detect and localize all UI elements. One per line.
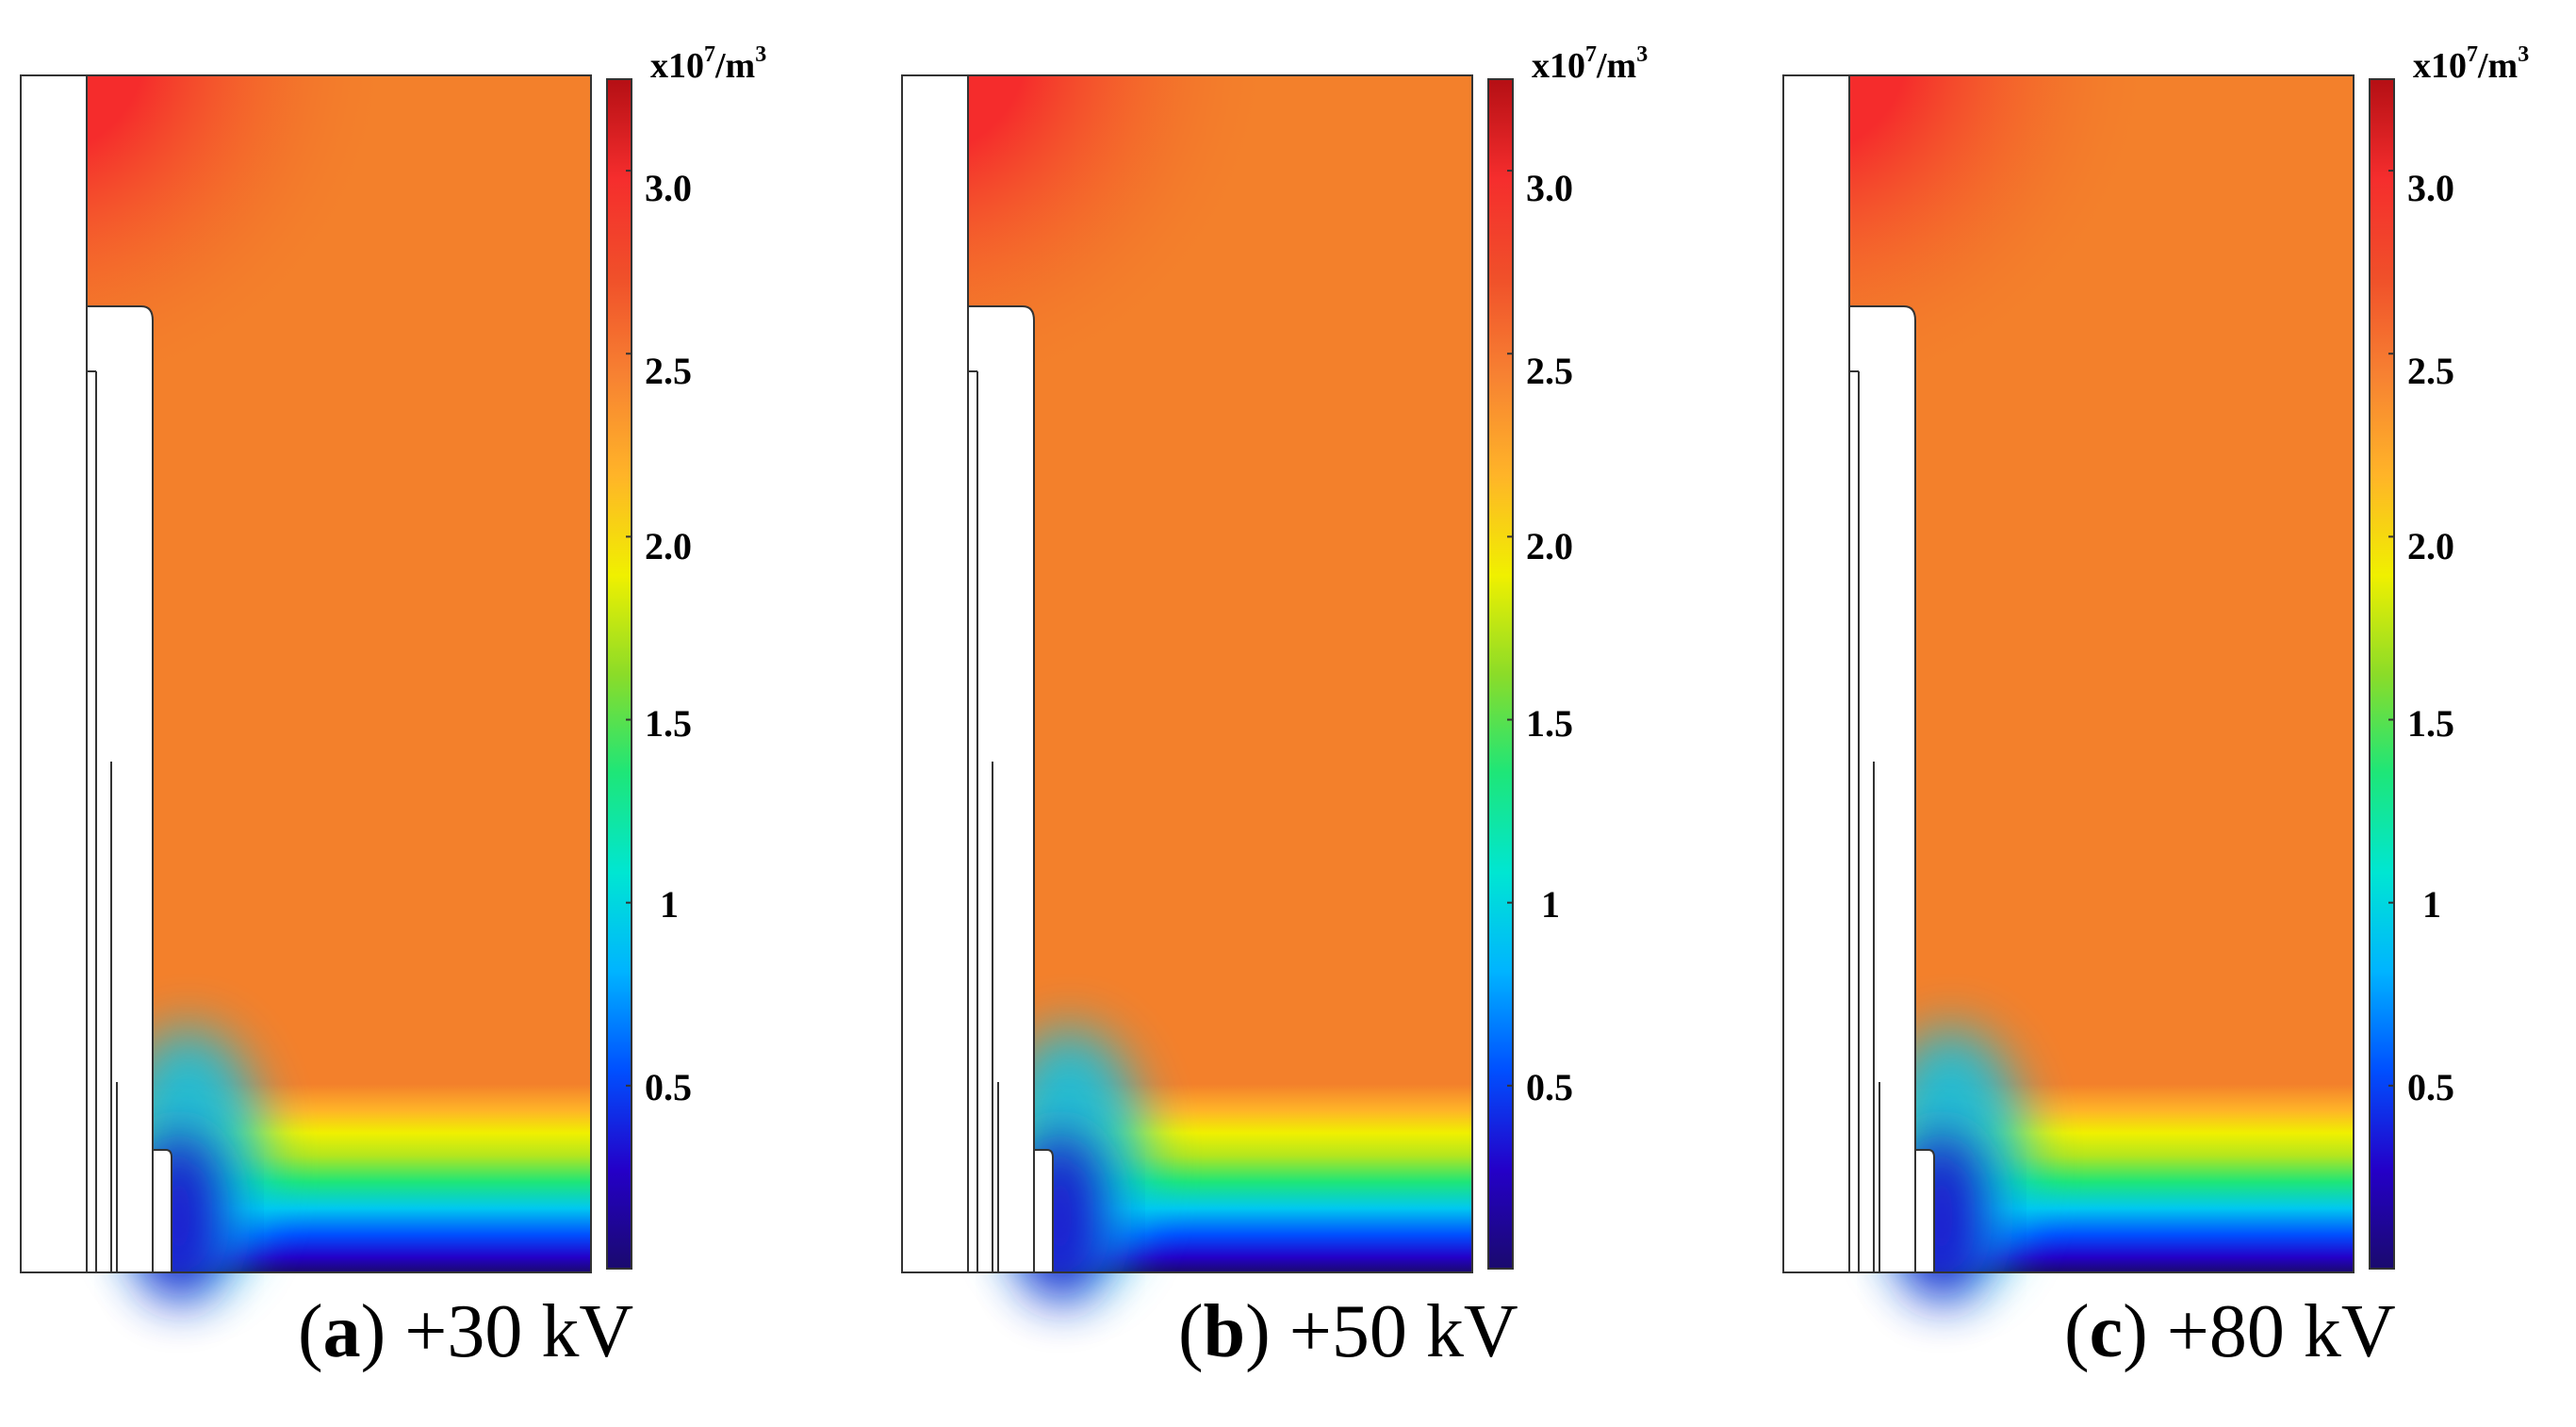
colorbar-tick: 2.5 <box>2407 350 2454 392</box>
colorbar-unit: x107/m3 <box>1532 42 1649 86</box>
field-hot-region <box>968 75 1472 547</box>
colorbar <box>2369 78 2395 1270</box>
field-hot-region <box>87 75 591 547</box>
colorbar-tick: 2.5 <box>645 350 692 392</box>
colorbar-tick: 1 <box>2422 883 2441 926</box>
panel-c: x107/m3 3.0 2.5 2.0 1.5 1 0.5 (c) +80 kV <box>1763 0 2576 1427</box>
colorbar-tick: 3.0 <box>2407 167 2454 209</box>
colorbar-tick: 1.5 <box>1526 702 1573 745</box>
field-domain <box>901 74 1473 1301</box>
colorbar-gradient <box>606 78 632 1270</box>
left-wall <box>901 74 969 1273</box>
panel-caption-b: (b) +50 kV <box>1178 1290 1518 1373</box>
inner-electrode <box>1848 305 1916 1273</box>
left-wall <box>1782 74 1850 1273</box>
colorbar-tick: 3.0 <box>1526 167 1573 209</box>
colorbar-tick: 2.0 <box>645 525 692 567</box>
field-domain <box>20 74 592 1301</box>
electrode-tip <box>1914 1149 1935 1273</box>
colorbar-tick: 0.5 <box>645 1066 692 1108</box>
density-plot-c <box>1782 74 2395 1301</box>
panel-b: x107/m3 3.0 2.5 2.0 1.5 1 0.5 (b) +50 kV <box>881 0 1767 1427</box>
colorbar <box>1487 78 1514 1270</box>
colorbar <box>606 78 632 1270</box>
colorbar-gradient <box>1487 78 1514 1270</box>
colorbar-tick: 3.0 <box>645 167 692 209</box>
density-plot-b <box>901 74 1514 1301</box>
domain-border <box>901 74 1473 1273</box>
colorbar-tick: 2.0 <box>1526 525 1573 567</box>
colorbar-unit: x107/m3 <box>650 42 767 86</box>
colorbar-tick: 1.5 <box>645 702 692 745</box>
colorbar-tick: 0.5 <box>2407 1066 2454 1108</box>
left-wall <box>20 74 88 1273</box>
colorbar-tick: 1 <box>660 883 679 926</box>
panel-caption-c: (c) +80 kV <box>2064 1290 2396 1373</box>
electrode-tip <box>152 1149 172 1273</box>
panel-caption-a: (a) +30 kV <box>298 1290 634 1373</box>
inner-electrode <box>86 305 154 1273</box>
electrode-tip <box>1033 1149 1054 1273</box>
inner-electrode <box>967 305 1035 1273</box>
domain-border <box>20 74 592 1273</box>
colorbar-unit: x107/m3 <box>2413 42 2530 86</box>
panel-a: x107/m3 3.0 2.5 2.0 1.5 1 0.5 (a) +30 kV <box>0 0 886 1427</box>
colorbar-tick: 2.0 <box>2407 525 2454 567</box>
domain-border <box>1782 74 2354 1273</box>
colorbar-tick: 2.5 <box>1526 350 1573 392</box>
density-plot-a <box>20 74 632 1301</box>
colorbar-tick: 1.5 <box>2407 702 2454 745</box>
colorbar-gradient <box>2369 78 2395 1270</box>
colorbar-tick: 1 <box>1541 883 1560 926</box>
field-hot-region <box>1849 75 2354 547</box>
field-domain <box>1782 74 2354 1301</box>
colorbar-tick: 0.5 <box>1526 1066 1573 1108</box>
